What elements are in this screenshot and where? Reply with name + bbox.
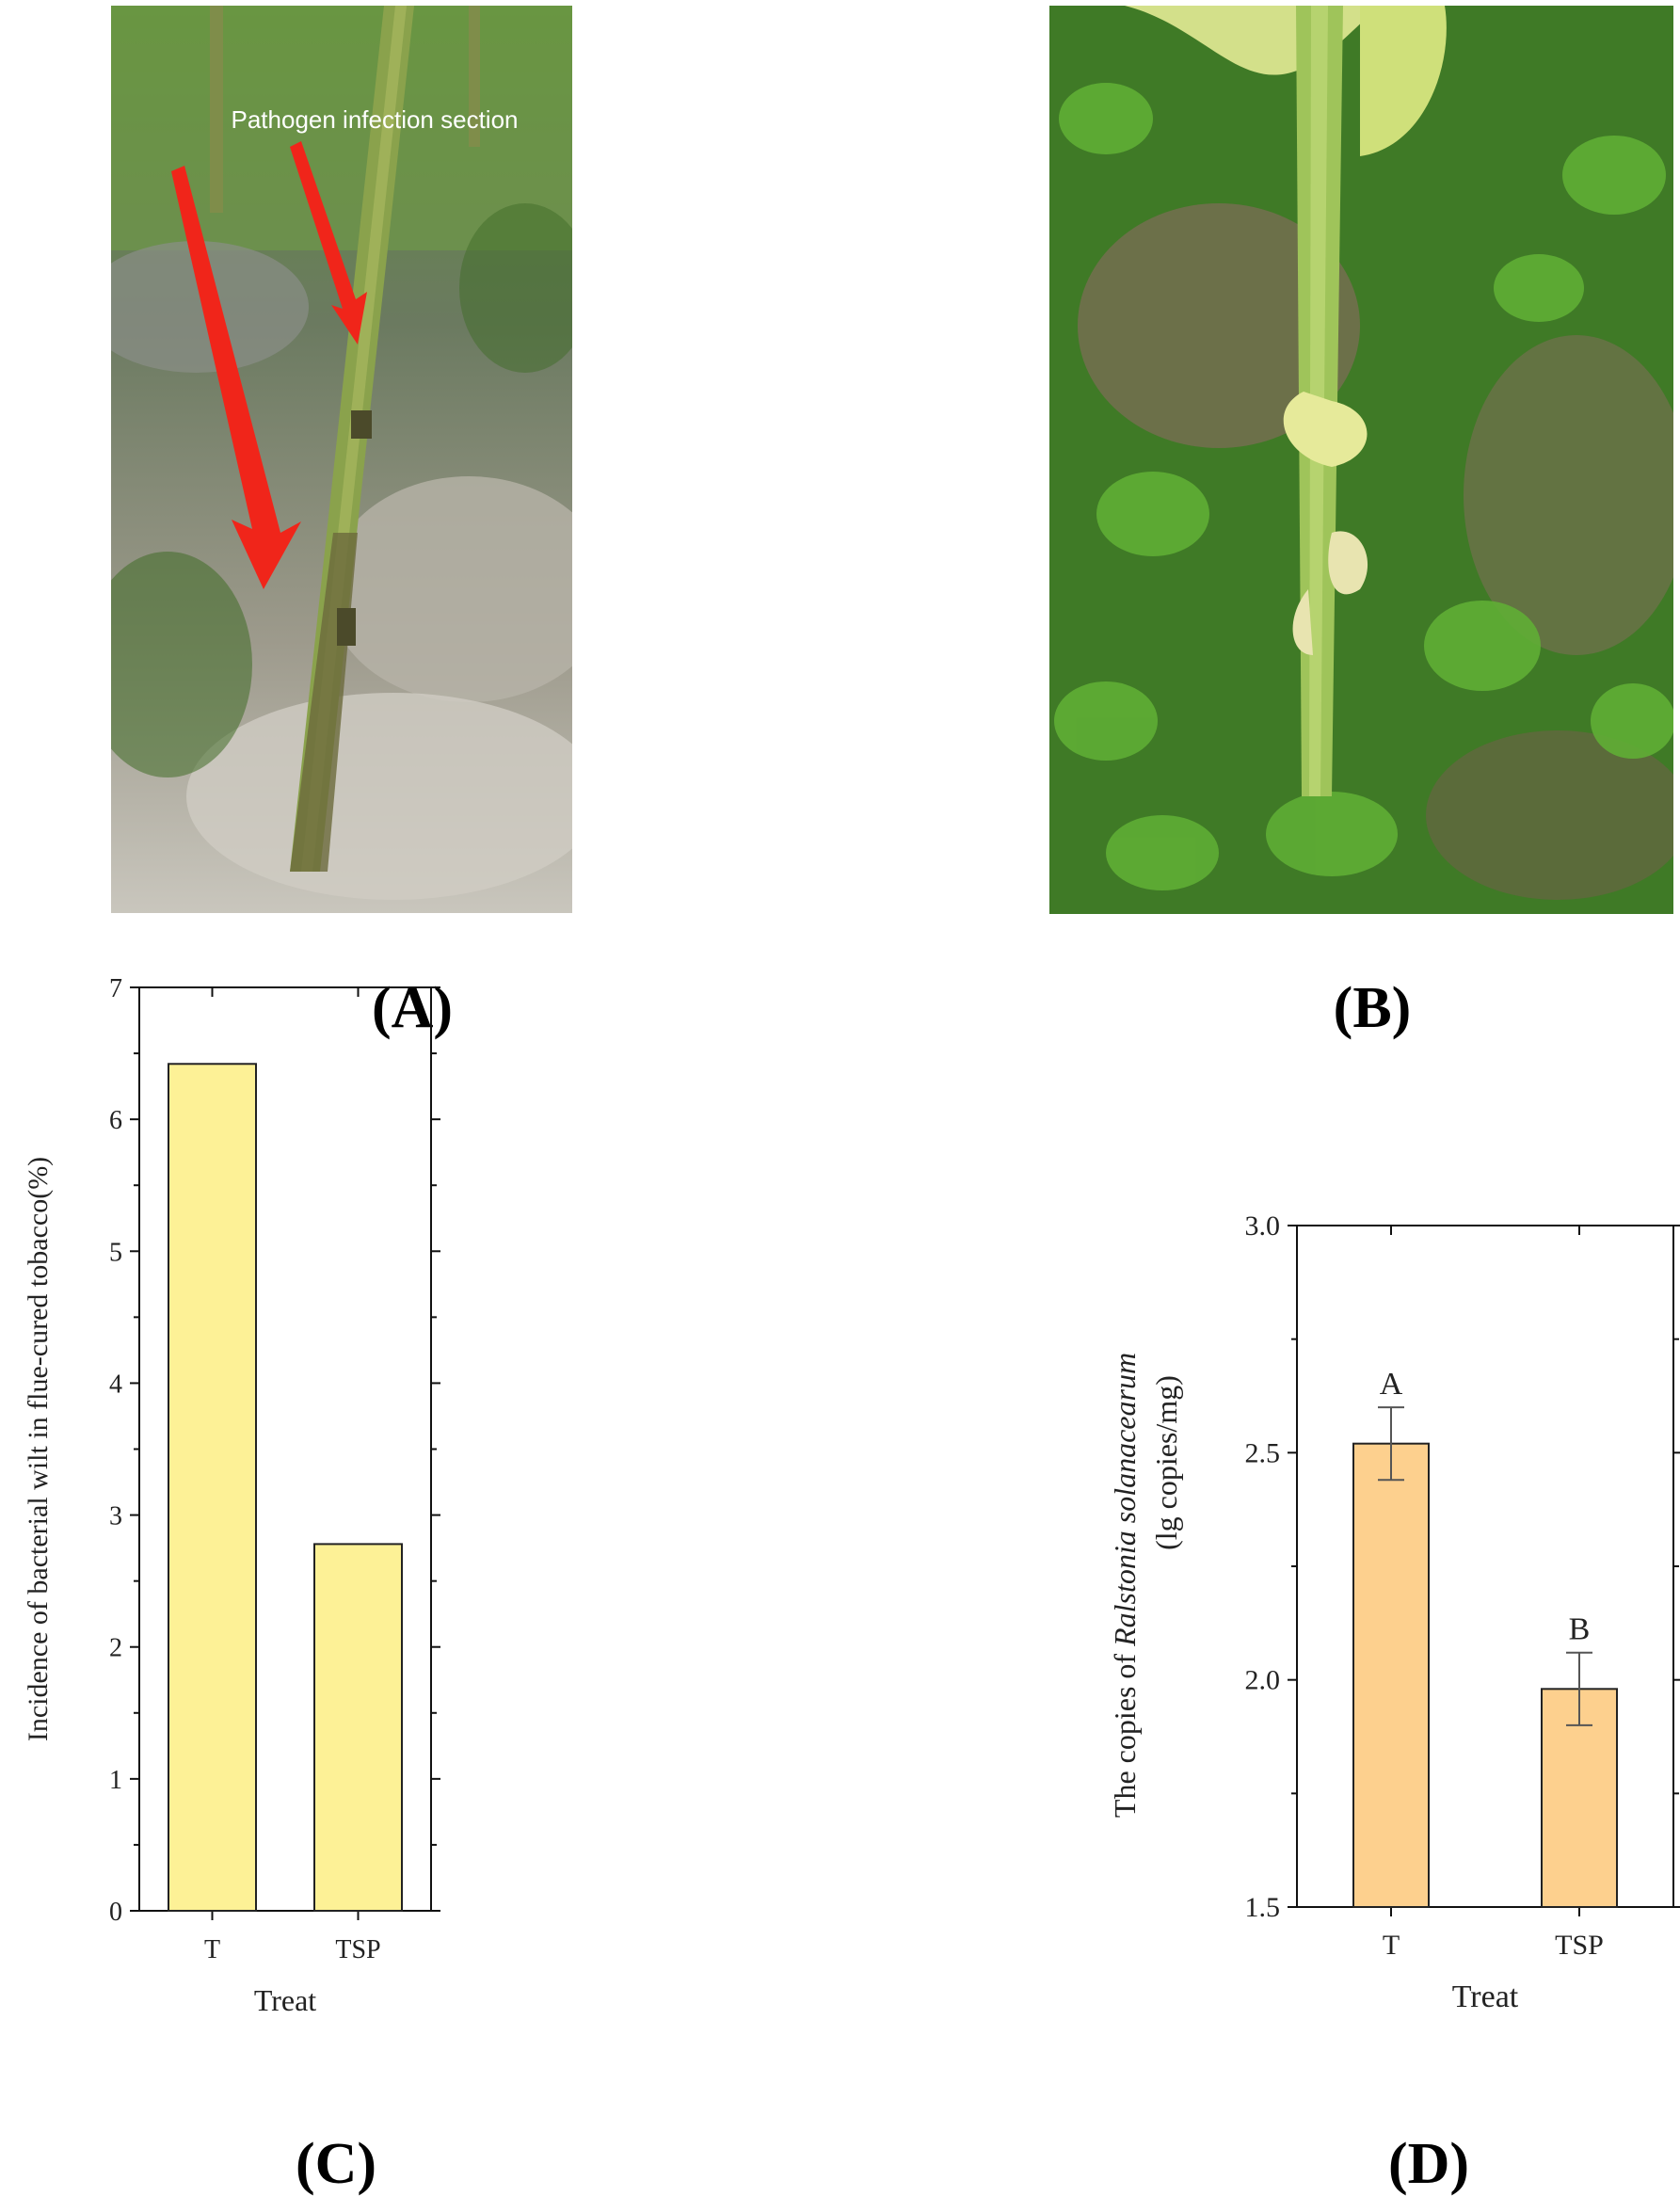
chart-c-y-tick-label: 4 (109, 1370, 122, 1399)
photo-healthy-stem (1049, 6, 1673, 914)
chart-d-y-tick-label: 2.5 (1245, 1437, 1281, 1468)
chart-c-y-tick-label: 6 (109, 1106, 122, 1135)
panel-label-d: (D) (1387, 2132, 1470, 2196)
chart-c-bar (168, 1063, 257, 1912)
chart-d-y-axis-unit: (lg copies/mg) (1149, 1375, 1183, 1550)
chart-c-y-tick-label: 0 (109, 1898, 122, 1927)
chart-c-y-tick-label: 2 (109, 1634, 122, 1663)
chart-c-x-tick-label: T (204, 1935, 220, 1964)
chart-d-y-axis-label-species: Ralstonia solanacearum (1108, 1353, 1142, 1647)
chart-c-x-axis-label: Treat (254, 1983, 316, 2017)
chart-d-y-tick-label: 3.0 (1245, 1210, 1281, 1242)
infection-annotation: Pathogen infection section (232, 105, 519, 134)
chart-d-x-axis-label: Treat (1452, 1980, 1519, 2014)
chart-d-x-tick-label: T (1383, 1930, 1400, 1961)
chart-d-significance-letter: B (1569, 1612, 1591, 1647)
chart-c-bar (313, 1543, 403, 1912)
chart-d-x-tick-label: TSP (1555, 1930, 1604, 1961)
chart-c-y-tick-label: 1 (109, 1766, 122, 1795)
chart-c-x-tick-label: TSP (335, 1935, 380, 1964)
chart-d-y-axis-label: The copies of Ralstonia solanacearum (1108, 1353, 1142, 1818)
chart-c-y-tick-label: 5 (109, 1238, 122, 1267)
chart-c-y-tick-label: 3 (109, 1502, 122, 1531)
panel-label-c: (C) (295, 2132, 377, 2196)
panel-label-b: (B) (1333, 976, 1412, 1040)
chart-d-significance-letter: A (1380, 1367, 1403, 1402)
chart-d-y-axis-label-prefix: The copies of (1108, 1646, 1142, 1818)
chart-d-y-tick-label: 2.0 (1245, 1665, 1281, 1696)
chart-d-y-tick-label: 1.5 (1245, 1892, 1281, 1923)
panel-label-a: (A) (371, 976, 454, 1040)
chart-c-y-axis-label: Incidence of bacterial wilt in flue-cure… (23, 1157, 54, 1741)
photo-infected-stem: Pathogen infection section (111, 6, 572, 913)
chart-d-bar (1352, 1442, 1430, 1909)
chart-c-y-tick-label: 7 (109, 974, 122, 1003)
